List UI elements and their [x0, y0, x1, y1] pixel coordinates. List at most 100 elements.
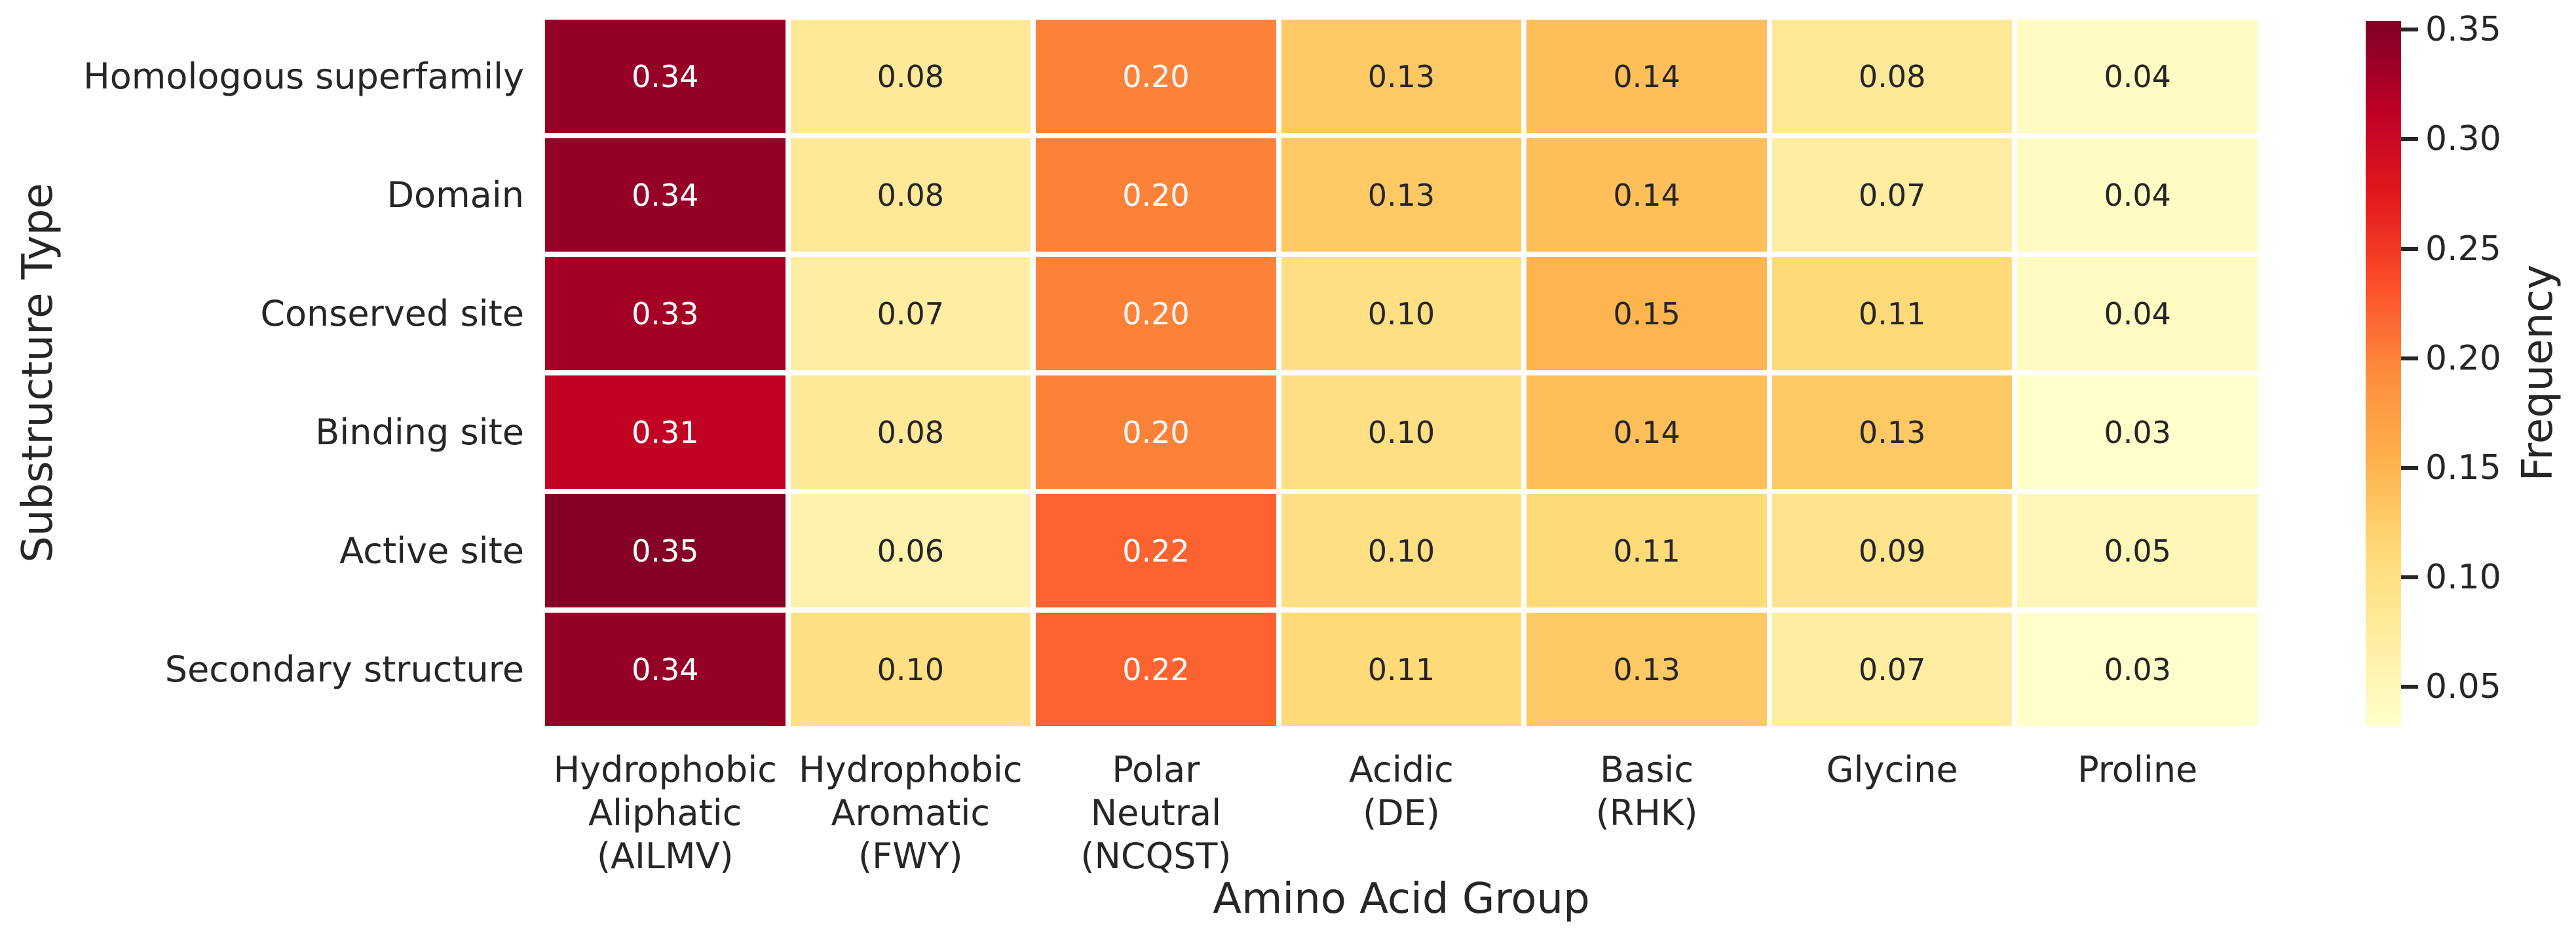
x-tick-label-line: Hydrophobic	[799, 749, 1023, 790]
x-tick-label-line: (RHK)	[1595, 792, 1698, 834]
colorbar-tick-mark	[2401, 465, 2418, 470]
colorbar-tick-label: 0.25	[2425, 229, 2501, 269]
colorbar-tick-label: 0.20	[2425, 338, 2501, 378]
cell-value: 0.15	[1613, 296, 1680, 332]
y-tick-label: Secondary structure	[164, 648, 524, 690]
heatmap-cell: 0.10	[1281, 494, 1522, 607]
heatmap-cell: 0.10	[1281, 375, 1522, 489]
cell-value: 0.34	[632, 177, 699, 213]
cell-value: 0.10	[1367, 414, 1435, 450]
heatmap-cell: 0.15	[1526, 257, 1767, 370]
cell-value: 0.04	[2104, 296, 2171, 332]
cell-value: 0.13	[1858, 414, 1926, 450]
heatmap-cell: 0.31	[545, 375, 786, 489]
x-tick-label-line: Polar	[1112, 749, 1200, 790]
heatmap-cell: 0.11	[1281, 613, 1522, 726]
y-tick-label: Domain	[387, 174, 524, 216]
cell-value: 0.13	[1367, 58, 1435, 94]
cell-value: 0.09	[1858, 533, 1926, 569]
heatmap-cell: 0.22	[1036, 494, 1276, 607]
heatmap-cell: 0.09	[1771, 494, 2013, 607]
heatmap-cell: 0.04	[2017, 138, 2258, 252]
y-tick-label: Active site	[339, 529, 524, 571]
colorbar-tick-mark	[2401, 137, 2418, 142]
cell-value: 0.07	[1858, 651, 1926, 687]
heatmap-cell: 0.08	[790, 138, 1031, 252]
heatmap-cell: 0.13	[1771, 375, 2013, 489]
colorbar-tick-mark	[2401, 28, 2418, 32]
heatmap-cell: 0.10	[1281, 257, 1522, 370]
cell-value: 0.33	[632, 296, 699, 332]
heatmap-cell: 0.13	[1281, 20, 1522, 133]
heatmap-cell: 0.11	[1526, 494, 1767, 607]
x-tick-label-line: Aliphatic	[588, 792, 742, 834]
x-tick-label: Glycine	[1768, 748, 2017, 792]
x-tick-label-line: (AILMV)	[596, 835, 734, 877]
heatmap-cell: 0.05	[2017, 494, 2258, 607]
cell-value: 0.11	[1613, 533, 1680, 569]
x-tick-label: Basic (RHK)	[1523, 748, 1771, 835]
cell-value: 0.13	[1367, 177, 1435, 213]
cell-value: 0.35	[632, 533, 699, 569]
cell-value: 0.20	[1122, 414, 1190, 450]
x-tick-label: Proline	[2013, 748, 2262, 792]
colorbar-tick-label: 0.35	[2425, 10, 2501, 50]
heatmap-grid: 0.34 0.08 0.20 0.13 0.14 0.08 0.04 0.34 0.08 0.20…	[545, 20, 2258, 726]
colorbar-tick-label: 0.30	[2425, 119, 2501, 159]
x-tick-label: Hydrophobic Aliphatic (AILMV)	[540, 748, 789, 878]
cell-value: 0.34	[632, 651, 699, 687]
heatmap-cell: 0.07	[1771, 138, 2013, 252]
x-tick-label-line: (DE)	[1363, 792, 1440, 834]
heatmap-cell: 0.08	[790, 20, 1031, 133]
heatmap-cell: 0.14	[1526, 375, 1767, 489]
x-tick-label: Hydrophobic Aromatic (FWY)	[786, 748, 1035, 878]
cell-value: 0.04	[2104, 177, 2171, 213]
cell-value: 0.04	[2104, 58, 2171, 94]
cell-value: 0.07	[877, 296, 945, 332]
heatmap-cell: 0.20	[1036, 138, 1276, 252]
x-tick-label-line: Aromatic	[831, 792, 991, 834]
cell-value: 0.05	[2104, 533, 2171, 569]
colorbar-tick-mark	[2401, 356, 2418, 360]
cell-value: 0.10	[877, 651, 945, 687]
colorbar-tick-label: 0.10	[2425, 557, 2501, 597]
cell-value: 0.10	[1367, 533, 1435, 569]
x-tick-label: Acidic (DE)	[1277, 748, 1526, 835]
y-axis-title: Substructure Type	[14, 183, 62, 563]
heatmap-cell: 0.14	[1526, 20, 1767, 133]
heatmap-cell: 0.34	[545, 138, 786, 252]
cell-value: 0.03	[2104, 651, 2171, 687]
cell-value: 0.14	[1613, 58, 1680, 94]
heatmap-cell: 0.03	[2017, 375, 2258, 489]
cell-value: 0.07	[1858, 177, 1926, 213]
heatmap-cell: 0.08	[790, 375, 1031, 489]
y-tick-label: Conserved site	[260, 292, 524, 334]
cell-value: 0.20	[1122, 177, 1190, 213]
cell-value: 0.06	[877, 533, 945, 569]
colorbar-tick-mark	[2401, 575, 2418, 579]
x-tick-label-line: (NCQST)	[1080, 835, 1232, 877]
heatmap-cell: 0.04	[2017, 20, 2258, 133]
y-tick-label: Homologous superfamily	[83, 55, 524, 97]
heatmap-cell: 0.03	[2017, 613, 2258, 726]
y-tick-label: Binding site	[315, 411, 524, 453]
heatmap-cell: 0.08	[1771, 20, 2013, 133]
cell-value: 0.11	[1858, 296, 1926, 332]
colorbar-label: Frequency	[2514, 264, 2562, 482]
heatmap-cell: 0.13	[1281, 138, 1522, 252]
cell-value: 0.08	[877, 58, 945, 94]
cell-value: 0.31	[632, 414, 699, 450]
x-tick-label-line: (FWY)	[858, 835, 963, 877]
x-tick-label-line: Basic	[1600, 749, 1694, 790]
heatmap-cell: 0.06	[790, 494, 1031, 607]
colorbar-tick-label: 0.05	[2425, 666, 2501, 706]
cell-value: 0.08	[1858, 58, 1926, 94]
heatmap-cell: 0.33	[545, 257, 786, 370]
cell-value: 0.22	[1122, 651, 1190, 687]
heatmap-cell: 0.07	[790, 257, 1031, 370]
heatmap-cell: 0.20	[1036, 257, 1276, 370]
colorbar-tick-mark	[2401, 684, 2418, 689]
x-tick-label-line: Proline	[2077, 749, 2198, 790]
cell-value: 0.11	[1367, 651, 1435, 687]
